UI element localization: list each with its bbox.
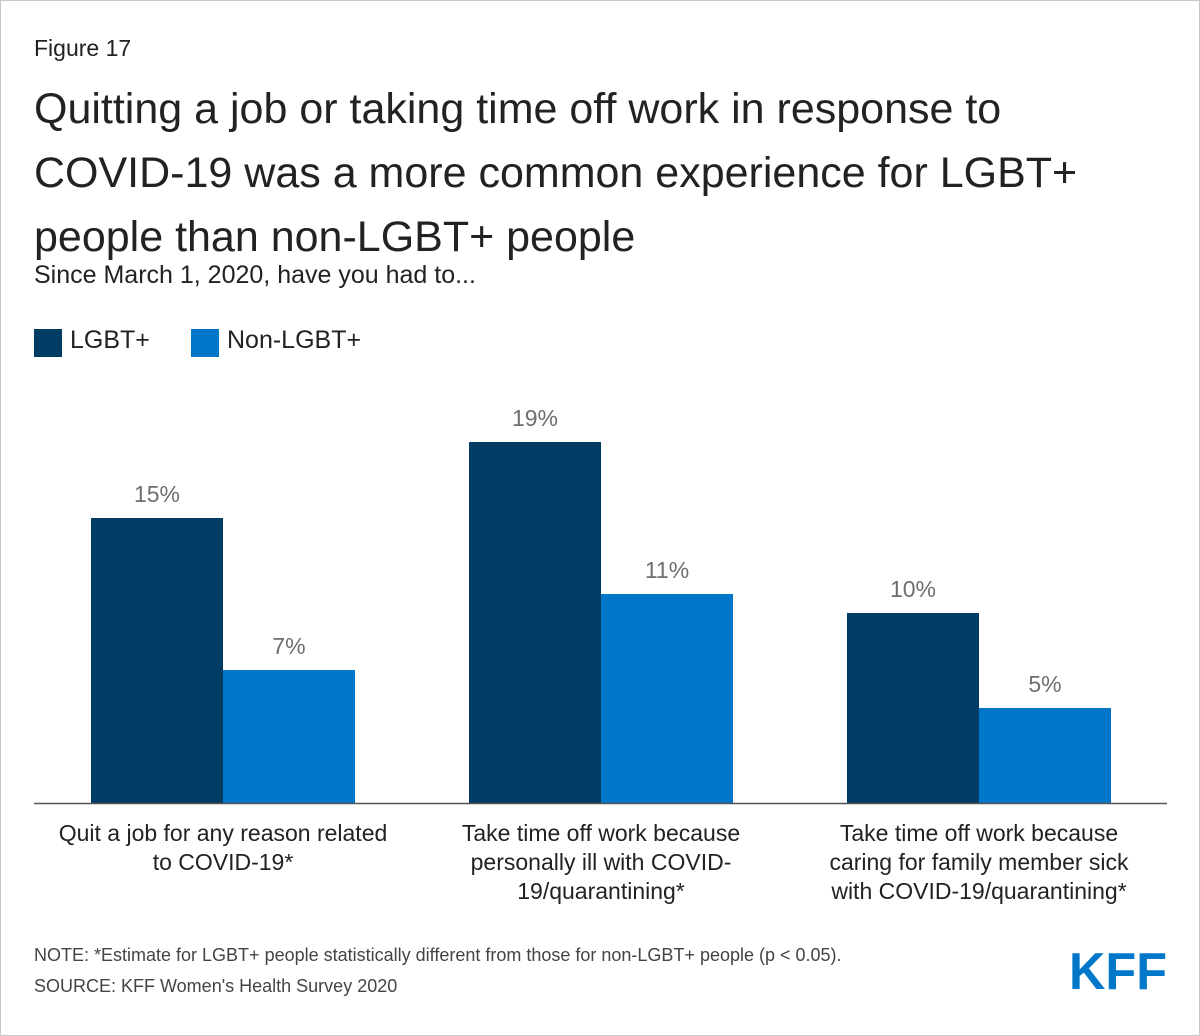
data-label-non-lgbt-caring-family: 5% — [1028, 671, 1061, 697]
kff-logo-text: KFF — [1069, 947, 1167, 993]
footnote: NOTE: *Estimate for LGBT+ people statist… — [34, 945, 842, 965]
legend-label-lgbt: LGBT+ — [70, 326, 150, 354]
data-label-lgbt-quit-job: 15% — [134, 481, 180, 507]
source-line: SOURCE: KFF Women's Health Survey 2020 — [34, 976, 398, 996]
kff-logo: KFF — [1069, 947, 1167, 993]
bar-lgbt-caring-family — [847, 613, 979, 803]
bar-non-lgbt-personally-ill — [601, 594, 733, 803]
data-label-lgbt-caring-family: 10% — [890, 576, 936, 602]
category-label-caring-family: Take time off work because caring for fa… — [829, 820, 1129, 904]
data-label-lgbt-personally-ill: 19% — [512, 405, 558, 431]
bar-non-lgbt-caring-family — [979, 708, 1111, 803]
bar-lgbt-quit-job — [91, 518, 223, 803]
chart-title: Quitting a job or taking time off work i… — [34, 85, 1078, 261]
data-label-non-lgbt-personally-ill: 11% — [645, 557, 689, 583]
legend-swatch-non-lgbt — [191, 329, 219, 357]
figure-label: Figure 17 — [34, 35, 132, 61]
category-label-personally-ill: Take time off work because personally il… — [461, 820, 741, 904]
category-label-quit-job: Quit a job for any reason related to COV… — [58, 820, 388, 875]
bar-lgbt-personally-ill — [469, 442, 601, 803]
data-label-non-lgbt-quit-job: 7% — [272, 633, 305, 659]
legend-label-non-lgbt: Non-LGBT+ — [227, 326, 362, 354]
chart-subtitle: Since March 1, 2020, have you had to... — [34, 261, 476, 289]
bar-non-lgbt-quit-job — [223, 670, 355, 803]
legend-swatch-lgbt — [34, 329, 62, 357]
